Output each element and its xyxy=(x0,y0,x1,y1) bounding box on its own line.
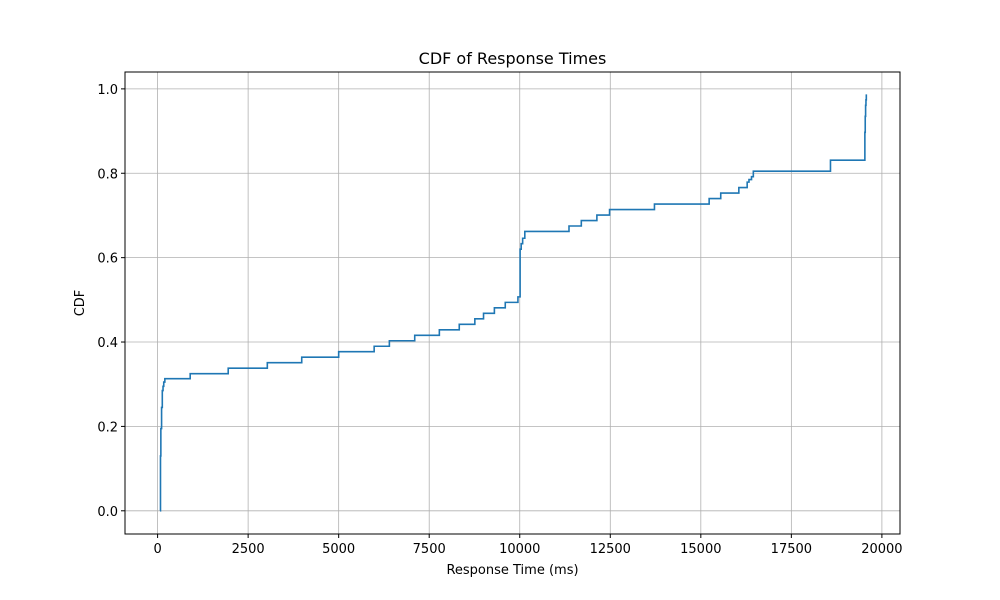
cdf-step-line xyxy=(159,94,868,512)
y-axis-label: CDF xyxy=(73,290,88,317)
x-tick-label: 15000 xyxy=(680,542,721,557)
y-tick-label: 0.0 xyxy=(97,505,118,520)
plot-frame xyxy=(124,71,901,535)
x-tick-label: 2500 xyxy=(232,542,265,557)
y-tick-label: 0.4 xyxy=(97,336,118,351)
x-tick-label: 5000 xyxy=(322,542,355,557)
y-tick-label: 0.8 xyxy=(97,167,118,182)
y-tick-label: 1.0 xyxy=(97,83,118,98)
grid xyxy=(125,72,900,534)
y-tick-label: 0.6 xyxy=(97,252,118,267)
x-tick-label: 7500 xyxy=(413,542,446,557)
series-layer xyxy=(159,94,868,512)
y-tick-label: 0.2 xyxy=(97,420,118,435)
x-tick-label: 12500 xyxy=(590,542,631,557)
chart-title: CDF of Response Times xyxy=(419,49,607,68)
x-axis-ticks: 0 2500 5000 7500 10000 12500 15000 17500 20000 xyxy=(153,534,903,557)
x-tick-label: 17500 xyxy=(771,542,812,557)
x-axis-label: Response Time (ms) xyxy=(446,563,578,578)
y-axis-ticks: 0.0 0.2 0.4 0.6 0.8 1.0 xyxy=(97,83,125,520)
x-tick-label: 0 xyxy=(153,542,161,557)
x-tick-label: 20000 xyxy=(861,542,902,557)
x-tick-label: 10000 xyxy=(499,542,540,557)
